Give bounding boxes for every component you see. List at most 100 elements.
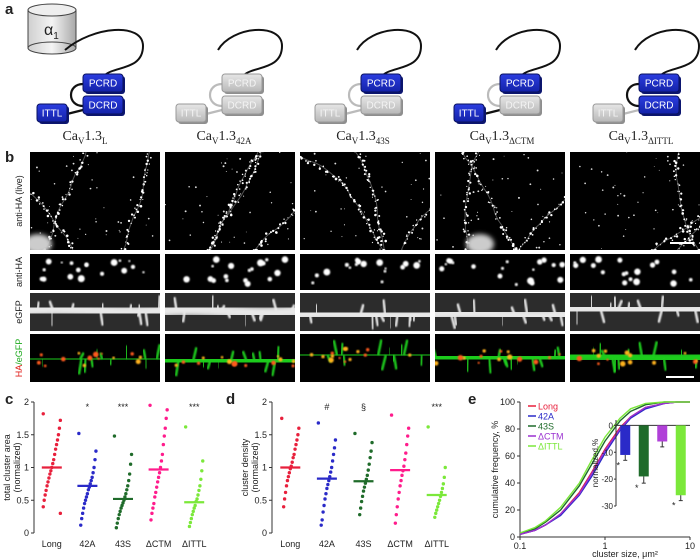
puncta (254, 156, 257, 158)
puncta (79, 166, 82, 170)
micrograph-bg (300, 152, 430, 250)
data-point (91, 471, 95, 475)
puncta (381, 186, 383, 188)
data-point (52, 457, 56, 462)
alpha-base: α (44, 22, 53, 39)
puncta (463, 208, 466, 211)
cluster (36, 360, 41, 365)
dendrite-shaft (435, 306, 565, 323)
puncta (650, 249, 654, 250)
domain-box (82, 95, 124, 115)
puncta (341, 236, 343, 238)
puncta (365, 169, 368, 172)
puncta (358, 204, 362, 208)
puncta (382, 235, 384, 237)
puncta (71, 169, 73, 172)
puncta (139, 204, 143, 208)
puncta (698, 219, 700, 221)
puncta (548, 211, 551, 214)
puncta (120, 222, 122, 224)
linker (69, 82, 84, 108)
cluster (228, 262, 235, 269)
puncta (262, 145, 265, 148)
puncta (309, 160, 311, 163)
soma (466, 234, 494, 250)
puncta (89, 187, 92, 190)
micrograph (165, 254, 295, 290)
puncta (406, 216, 408, 218)
puncta (501, 225, 504, 228)
puncta (380, 230, 383, 233)
spine (229, 350, 235, 362)
micrograph-bg (30, 254, 160, 290)
puncta (142, 198, 144, 201)
puncta (125, 237, 127, 239)
puncta (254, 161, 257, 164)
data-point (195, 497, 199, 501)
x-tick-label: Long (42, 539, 62, 549)
puncta (32, 191, 35, 195)
data-point (403, 457, 407, 462)
puncta (380, 243, 383, 246)
cluster (348, 266, 352, 269)
puncta (428, 177, 430, 180)
data-point (443, 465, 447, 470)
puncta (147, 169, 149, 171)
puncta (244, 188, 247, 190)
spine (136, 310, 142, 318)
puncta (369, 181, 371, 183)
spine (157, 295, 160, 311)
puncta (241, 179, 244, 182)
puncta (71, 188, 73, 191)
puncta (213, 244, 216, 247)
puncta (688, 229, 691, 233)
puncta (272, 229, 275, 233)
puncta (681, 142, 683, 144)
legend-label: 42A (538, 412, 554, 422)
cluster (617, 257, 623, 263)
label-sub: V (624, 136, 631, 146)
puncta (261, 123, 262, 124)
puncta (379, 228, 382, 231)
cluster (622, 280, 628, 286)
puncta (471, 163, 473, 166)
puncta (371, 196, 374, 198)
cluster (591, 348, 596, 353)
puncta (415, 224, 418, 227)
spine (675, 308, 681, 317)
significance: *** (189, 402, 200, 412)
y-tick-label: 0 (24, 528, 29, 538)
puncta (467, 230, 469, 232)
puncta (348, 144, 349, 145)
puncta (451, 131, 453, 133)
cluster (100, 352, 103, 355)
data-point (296, 433, 300, 437)
data-point (322, 503, 326, 508)
spine (613, 296, 617, 310)
domain-box (221, 95, 263, 115)
puncta (369, 227, 371, 229)
puncta (344, 208, 346, 210)
data-point (360, 494, 365, 499)
data-point (284, 484, 289, 488)
spine (77, 358, 83, 375)
puncta (61, 196, 64, 198)
puncta (466, 214, 469, 217)
cluster (413, 262, 421, 269)
puncta (30, 226, 33, 229)
cluster (590, 263, 596, 268)
puncta (698, 204, 700, 206)
cluster (603, 349, 608, 353)
puncta (244, 169, 247, 172)
puncta (436, 239, 438, 241)
cluster (533, 359, 539, 365)
data-point (404, 451, 408, 455)
spine (693, 309, 700, 324)
puncta (535, 227, 537, 229)
dendrite (676, 226, 700, 250)
spine (258, 310, 264, 320)
cluster (45, 258, 52, 265)
puncta (494, 205, 496, 207)
puncta (677, 183, 679, 185)
data-point (90, 475, 94, 480)
